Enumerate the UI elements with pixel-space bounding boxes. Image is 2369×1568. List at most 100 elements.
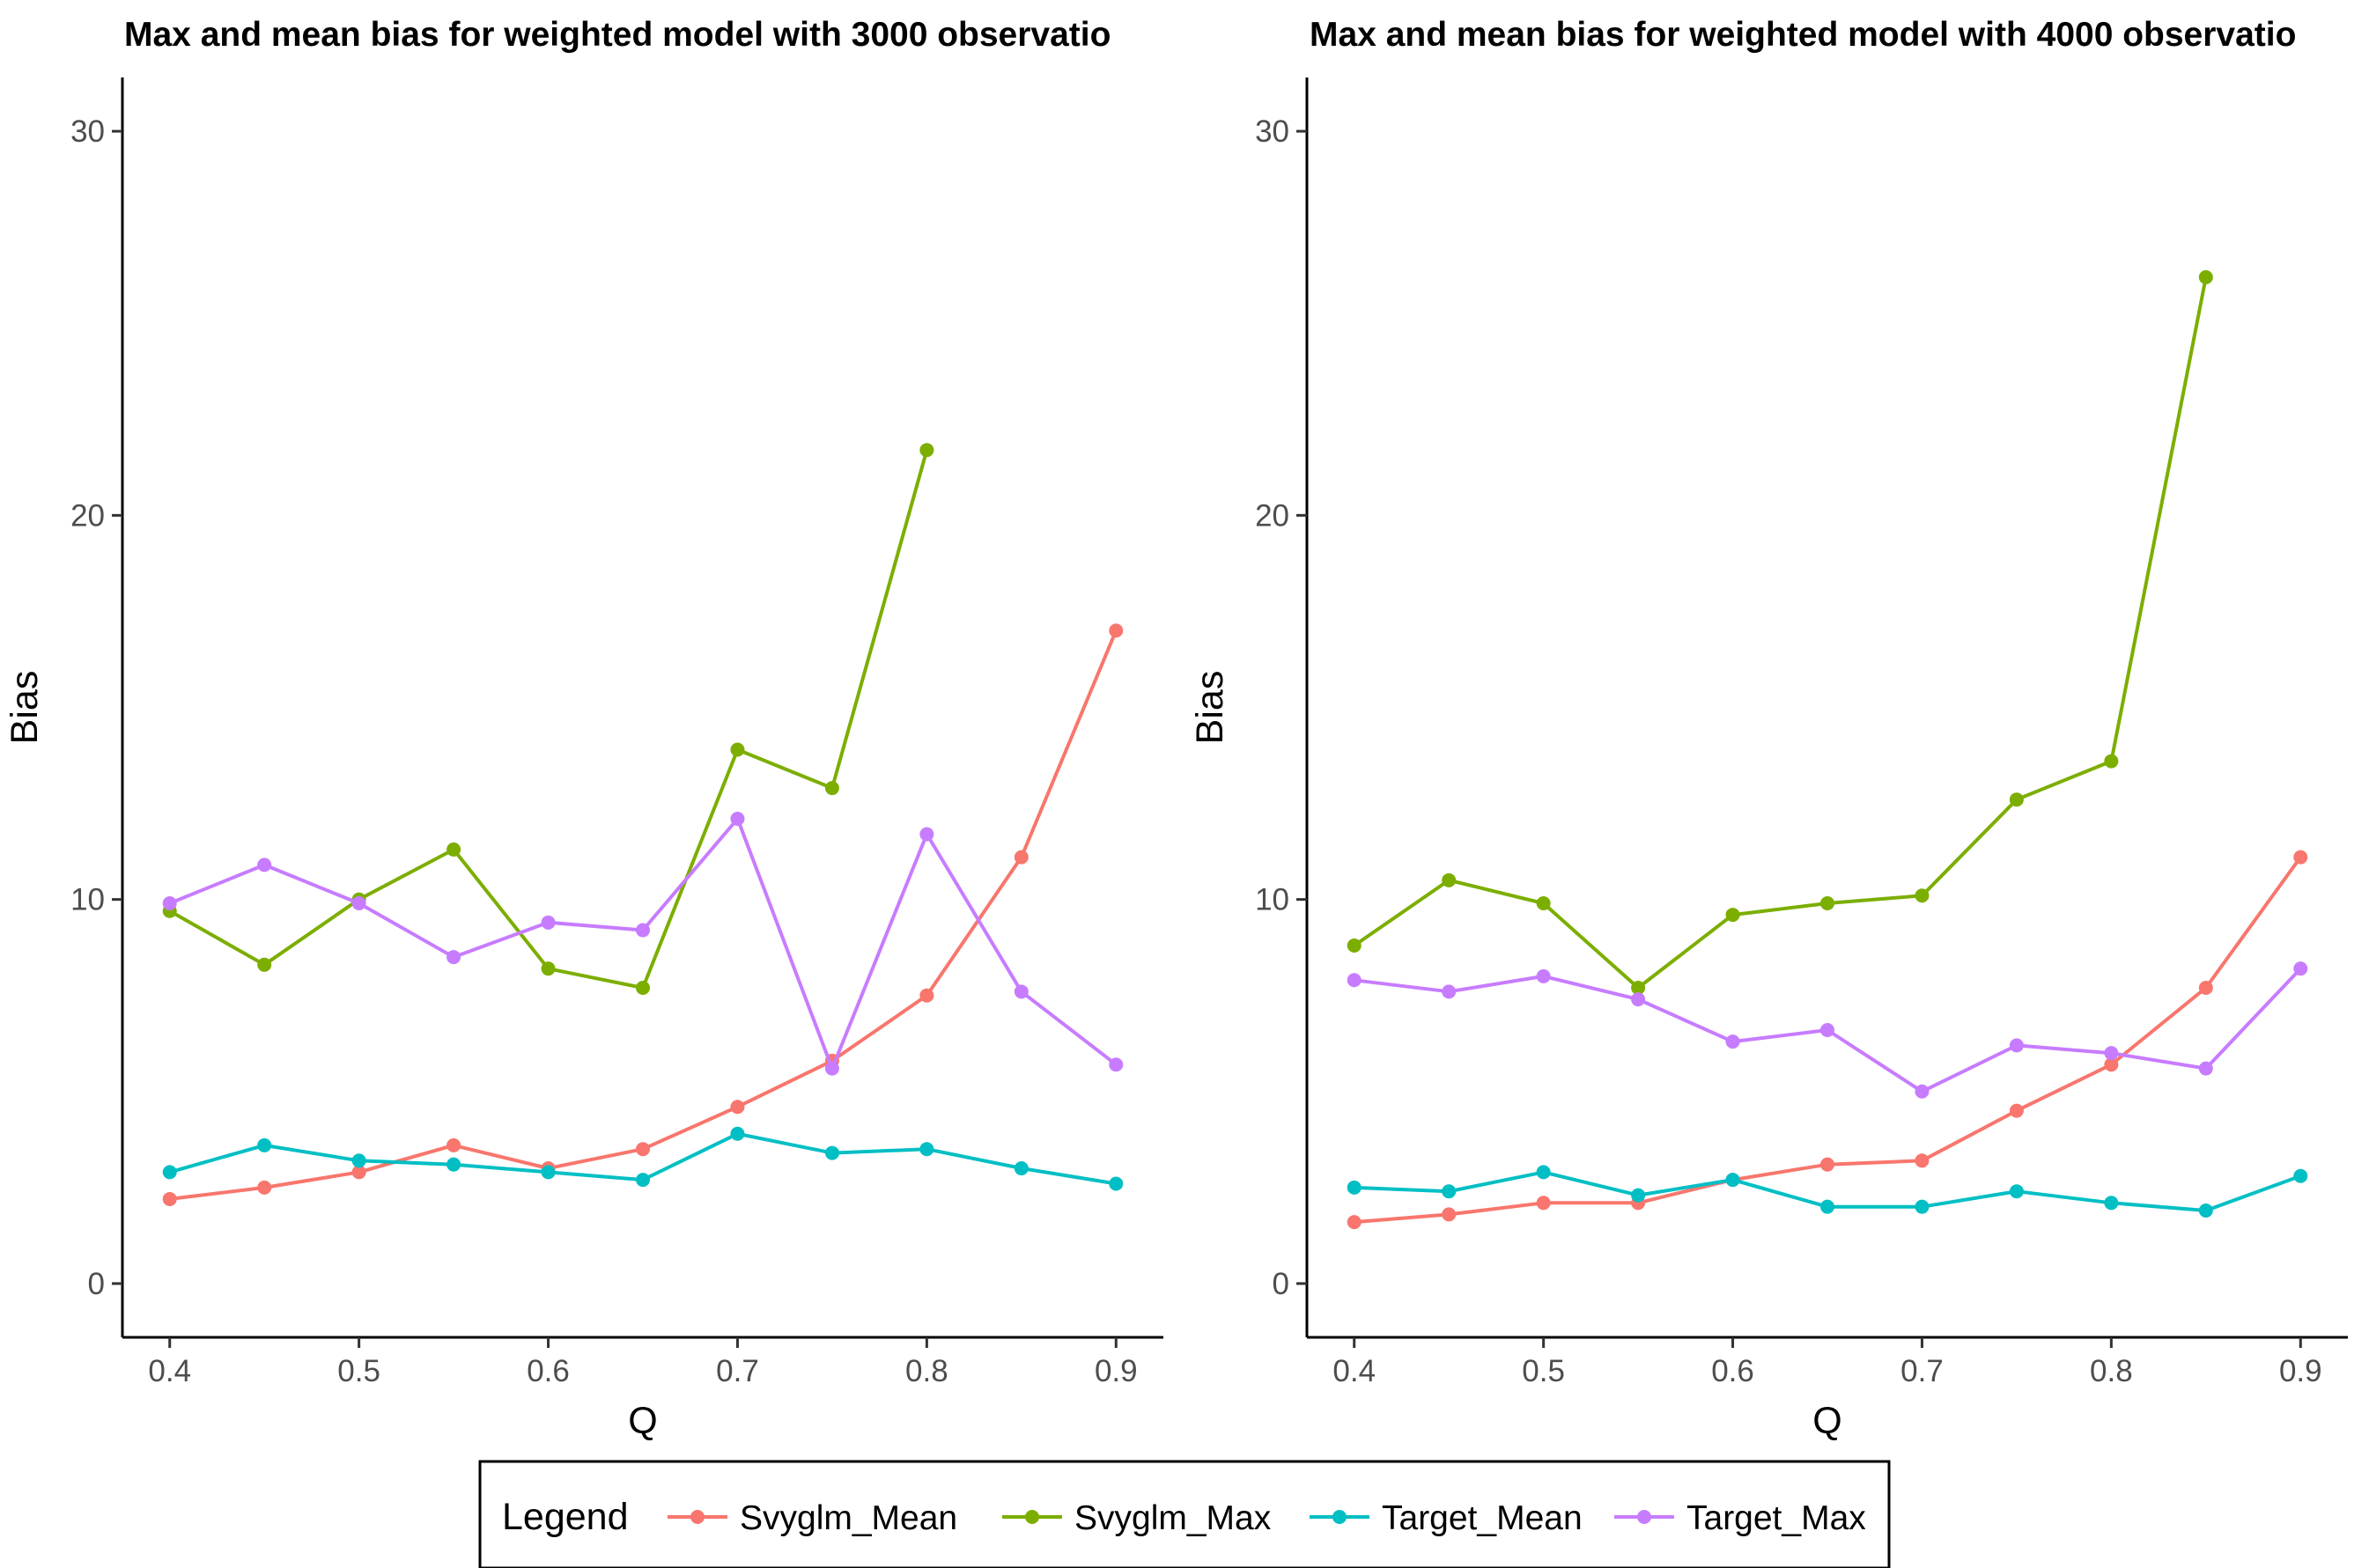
data-point-svyglm-max [1442, 872, 1457, 887]
data-point-svyglm-max [1725, 908, 1740, 923]
x-tick-label: 0.9 [1095, 1354, 1138, 1388]
data-point-svyglm-mean [1442, 1207, 1457, 1222]
legend-entry-svyglm-max: Svyglm_Max [1002, 1499, 1272, 1537]
data-point-target-mean [1820, 1199, 1834, 1214]
data-point-target-mean [730, 1126, 745, 1141]
data-point-svyglm-mean [2104, 1057, 2119, 1072]
data-point-target-mean [1725, 1173, 1740, 1188]
data-point-svyglm-max [636, 980, 650, 995]
data-point-target-mean [351, 1153, 366, 1168]
data-point-target-mean [2293, 1168, 2308, 1183]
data-point-target-mean [2198, 1204, 2213, 1218]
x-tick-label: 0.5 [1522, 1354, 1565, 1388]
data-point-svyglm-max [541, 961, 556, 976]
y-tick-label: 30 [70, 114, 105, 149]
data-point-target-max [541, 915, 556, 930]
data-point-svyglm-max [2009, 792, 2024, 807]
data-point-target-max [162, 896, 177, 911]
x-tick-label: 0.8 [2090, 1354, 2133, 1388]
data-point-svyglm-max [730, 742, 745, 757]
legend: Legend Svyglm_Mean Svyglm_Max Target_Mean Ta… [478, 1460, 1891, 1568]
x-tick-label: 0.6 [1711, 1354, 1754, 1388]
legend-label: Target_Max [1686, 1499, 1866, 1537]
data-point-target-max [2198, 1061, 2213, 1076]
data-point-svyglm-max [257, 957, 272, 972]
x-tick-label: 0.7 [1900, 1354, 1944, 1388]
data-point-svyglm-max [824, 781, 839, 796]
data-point-target-max [636, 923, 650, 938]
data-point-target-mean [1442, 1184, 1457, 1199]
data-point-svyglm-mean [1014, 850, 1029, 865]
data-point-target-max [2293, 961, 2308, 976]
data-point-target-max [824, 1061, 839, 1076]
data-point-target-mean [2104, 1196, 2119, 1211]
x-axis-title: Q [628, 1400, 657, 1442]
series-line-svyglm-max [168, 449, 929, 990]
data-point-svyglm-max [1820, 896, 1834, 911]
series-target-max [162, 812, 1124, 1076]
legend-key-point [1637, 1510, 1651, 1524]
data-point-target-mean [824, 1145, 839, 1160]
x-axis-title: Q [1812, 1400, 1841, 1442]
x-tick-label: 0.5 [337, 1354, 380, 1388]
data-point-target-max [1109, 1057, 1124, 1072]
data-point-target-max [730, 812, 745, 827]
x-tick-label: 0.4 [1332, 1354, 1376, 1388]
legend-entry-target-max: Target_Max [1614, 1499, 1866, 1537]
chart-title: Max and mean bias for weighted model wit… [124, 16, 1111, 54]
data-point-svyglm-max [2104, 754, 2119, 769]
data-point-target-max [351, 896, 366, 911]
y-tick-label: 0 [1273, 1267, 1289, 1301]
data-point-svyglm-mean [351, 1165, 366, 1180]
y-tick-label: 20 [1255, 498, 1289, 533]
data-point-svyglm-mean [2293, 850, 2308, 865]
data-point-svyglm-mean [2009, 1103, 2024, 1118]
y-tick-label: 30 [1255, 114, 1289, 149]
data-point-svyglm-mean [257, 1180, 272, 1195]
data-point-target-max [1536, 968, 1551, 983]
data-point-svyglm-mean [636, 1142, 650, 1157]
data-point-target-mean [162, 1165, 177, 1180]
x-tick-label: 0.9 [2279, 1354, 2322, 1388]
series-target-mean [1347, 1165, 2308, 1218]
data-point-target-max [1631, 992, 1646, 1007]
data-point-target-max [1347, 973, 1362, 988]
data-point-target-mean [636, 1173, 650, 1188]
data-point-svyglm-mean [1536, 1196, 1551, 1211]
data-point-svyglm-mean [446, 1137, 461, 1152]
data-point-svyglm-max [446, 842, 461, 857]
data-point-svyglm-mean [2198, 980, 2213, 995]
legend-box [478, 1460, 1891, 1568]
data-point-target-mean [1109, 1176, 1124, 1191]
y-tick-label: 0 [88, 1267, 105, 1301]
data-point-svyglm-max [1536, 896, 1551, 911]
legend-key-point [1025, 1510, 1039, 1524]
data-point-svyglm-max [2198, 269, 2213, 284]
y-tick-label: 10 [70, 883, 105, 917]
x-tick-label: 0.7 [716, 1354, 759, 1388]
data-point-svyglm-mean [162, 1191, 177, 1206]
x-tick-label: 0.4 [148, 1354, 191, 1388]
data-point-target-max [1820, 1022, 1834, 1037]
legend-entry-svyglm-mean: Svyglm_Mean [668, 1499, 957, 1537]
series-line-target-max [168, 817, 1118, 1071]
series-target-max [1347, 961, 2308, 1099]
data-point-svyglm-mean [1109, 623, 1124, 638]
legend-label: Svyglm_Mean [740, 1499, 957, 1537]
y-axis-title: Bias [1189, 671, 1231, 745]
chart-title: Max and mean bias for weighted model wit… [1310, 16, 2296, 54]
data-point-svyglm-mean [919, 988, 934, 1003]
series-line-svyglm-max [1353, 276, 2208, 990]
series-svyglm-max [162, 443, 934, 995]
data-point-target-mean [1915, 1199, 1930, 1214]
data-point-target-mean [446, 1157, 461, 1172]
data-point-target-max [919, 827, 934, 842]
data-point-svyglm-max [1347, 938, 1362, 953]
legend-label: Target_Mean [1382, 1499, 1583, 1537]
data-point-target-max [2009, 1038, 2024, 1053]
chart-panel-4000-observations: Max and mean bias for weighted model wit… [1189, 16, 2348, 1442]
chart-panel-3000-observations: Max and mean bias for weighted model wit… [4, 16, 1163, 1442]
legend-entry-target-mean: Target_Mean [1310, 1499, 1583, 1537]
data-point-svyglm-max [1915, 888, 1930, 903]
data-point-target-mean [541, 1165, 556, 1180]
